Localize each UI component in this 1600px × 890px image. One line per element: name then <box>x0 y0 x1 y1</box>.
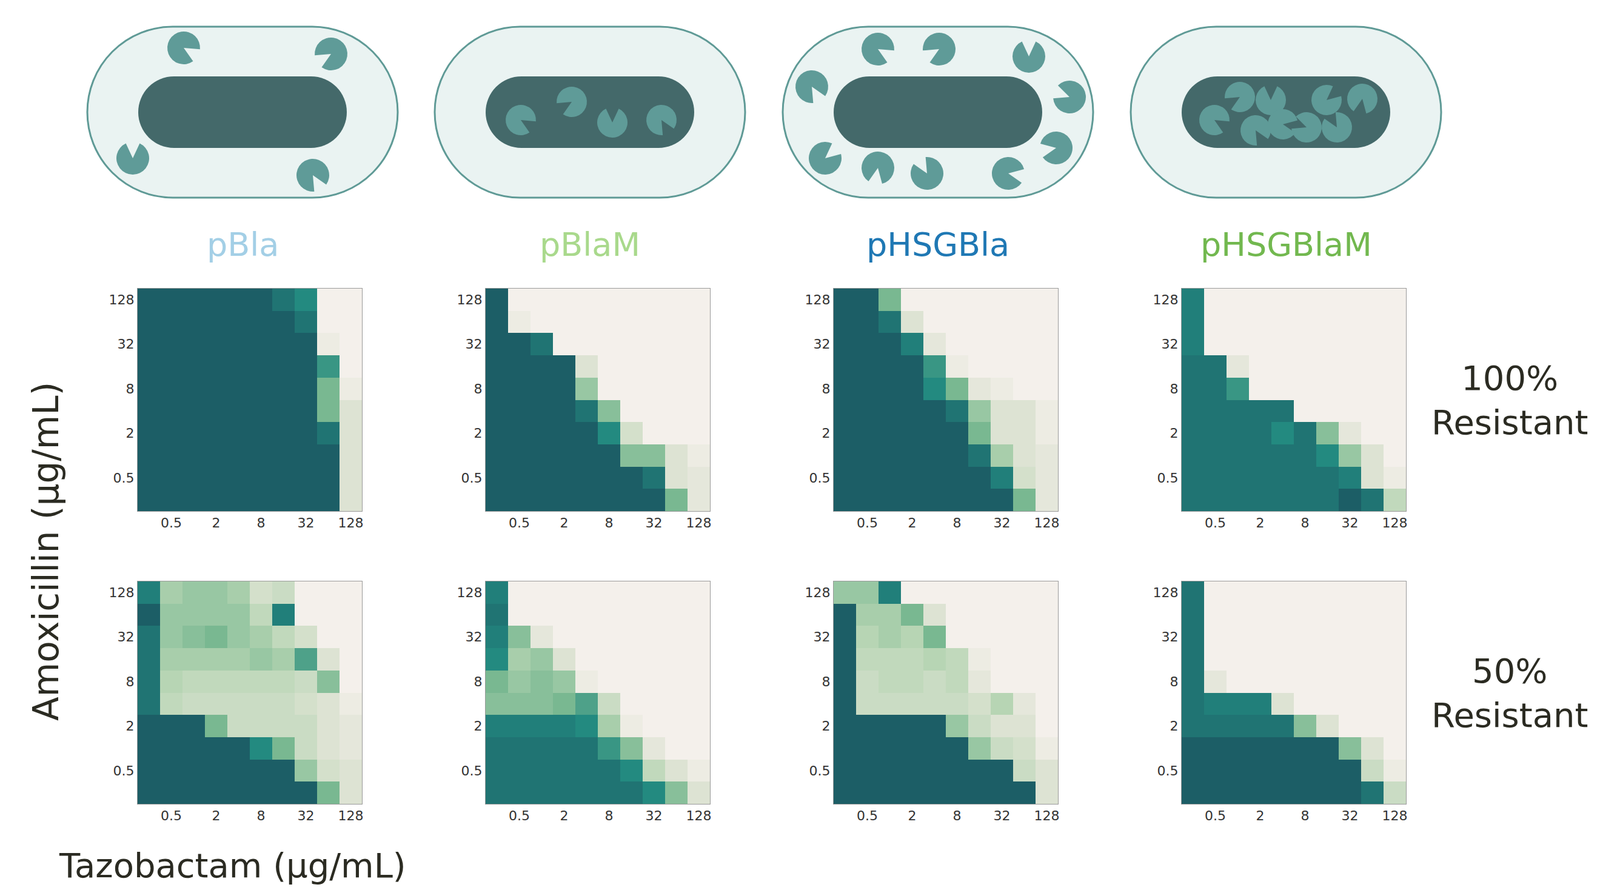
svg-text:2: 2 <box>908 515 917 531</box>
svg-text:2: 2 <box>126 718 135 734</box>
svg-text:32: 32 <box>993 515 1011 531</box>
svg-text:0.5: 0.5 <box>461 470 483 486</box>
svg-text:2: 2 <box>474 425 483 441</box>
svg-text:128: 128 <box>686 515 712 531</box>
svg-text:128: 128 <box>1153 585 1179 601</box>
svg-text:0.5: 0.5 <box>1204 515 1226 531</box>
svg-text:8: 8 <box>953 515 962 531</box>
svg-text:2: 2 <box>560 808 569 824</box>
svg-text:128: 128 <box>109 585 135 601</box>
svg-text:128: 128 <box>1382 808 1408 824</box>
svg-text:2: 2 <box>822 718 831 734</box>
svg-text:8: 8 <box>1301 515 1310 531</box>
svg-text:2: 2 <box>212 808 221 824</box>
svg-text:8: 8 <box>126 674 135 690</box>
svg-text:32: 32 <box>993 808 1011 824</box>
svg-text:32: 32 <box>117 629 135 645</box>
svg-text:32: 32 <box>813 629 831 645</box>
svg-text:128: 128 <box>1382 515 1408 531</box>
svg-text:0.5: 0.5 <box>113 470 135 486</box>
svg-text:2: 2 <box>126 425 135 441</box>
svg-text:8: 8 <box>257 515 266 531</box>
svg-text:8: 8 <box>126 381 135 397</box>
svg-text:128: 128 <box>1153 292 1179 308</box>
svg-text:32: 32 <box>297 515 315 531</box>
svg-text:32: 32 <box>645 515 663 531</box>
svg-text:32: 32 <box>465 629 483 645</box>
svg-text:0.5: 0.5 <box>160 515 182 531</box>
svg-text:pBlaM: pBlaM <box>539 225 641 264</box>
svg-text:2: 2 <box>474 718 483 734</box>
svg-text:0.5: 0.5 <box>1204 808 1226 824</box>
svg-text:2: 2 <box>1170 718 1179 734</box>
svg-text:8: 8 <box>1170 674 1179 690</box>
svg-text:0.5: 0.5 <box>508 515 530 531</box>
svg-text:2: 2 <box>822 425 831 441</box>
svg-text:0.5: 0.5 <box>856 808 878 824</box>
svg-text:0.5: 0.5 <box>1157 470 1179 486</box>
svg-text:2: 2 <box>560 515 569 531</box>
svg-text:32: 32 <box>465 336 483 352</box>
svg-text:8: 8 <box>822 674 831 690</box>
svg-text:0.5: 0.5 <box>461 763 483 779</box>
svg-text:2: 2 <box>1256 515 1265 531</box>
svg-text:0.5: 0.5 <box>508 808 530 824</box>
svg-text:128: 128 <box>338 808 364 824</box>
svg-text:128: 128 <box>1034 515 1060 531</box>
svg-text:0.5: 0.5 <box>856 515 878 531</box>
svg-text:128: 128 <box>805 585 831 601</box>
svg-text:32: 32 <box>813 336 831 352</box>
svg-text:128: 128 <box>457 585 483 601</box>
svg-text:8: 8 <box>953 808 962 824</box>
svg-text:pBla: pBla <box>206 225 279 264</box>
svg-text:50%Resistant: 50%Resistant <box>1431 651 1588 735</box>
svg-text:128: 128 <box>338 515 364 531</box>
svg-text:2: 2 <box>1170 425 1179 441</box>
svg-text:2: 2 <box>1256 808 1265 824</box>
svg-text:0.5: 0.5 <box>113 763 135 779</box>
svg-text:8: 8 <box>474 674 483 690</box>
svg-text:pHSGBlaM: pHSGBlaM <box>1200 225 1373 264</box>
svg-text:32: 32 <box>1161 336 1179 352</box>
svg-text:32: 32 <box>1161 629 1179 645</box>
svg-text:2: 2 <box>908 808 917 824</box>
svg-text:32: 32 <box>1341 515 1359 531</box>
svg-text:0.5: 0.5 <box>1157 763 1179 779</box>
svg-text:100%Resistant: 100%Resistant <box>1431 358 1588 442</box>
svg-text:8: 8 <box>1301 808 1310 824</box>
svg-text:8: 8 <box>605 515 614 531</box>
svg-text:pHSGBla: pHSGBla <box>866 225 1010 264</box>
svg-text:0.5: 0.5 <box>809 470 831 486</box>
svg-text:32: 32 <box>645 808 663 824</box>
svg-text:0.5: 0.5 <box>809 763 831 779</box>
svg-text:8: 8 <box>822 381 831 397</box>
svg-text:32: 32 <box>117 336 135 352</box>
svg-text:Tazobactam (μg/mL): Tazobactam (μg/mL) <box>58 845 407 886</box>
svg-text:32: 32 <box>1341 808 1359 824</box>
svg-text:32: 32 <box>297 808 315 824</box>
svg-text:128: 128 <box>109 292 135 308</box>
svg-text:128: 128 <box>805 292 831 308</box>
svg-text:Amoxicillin (μg/mL): Amoxicillin (μg/mL) <box>25 381 67 721</box>
svg-text:8: 8 <box>257 808 266 824</box>
svg-text:8: 8 <box>1170 381 1179 397</box>
svg-text:128: 128 <box>1034 808 1060 824</box>
svg-text:128: 128 <box>686 808 712 824</box>
svg-text:8: 8 <box>474 381 483 397</box>
svg-text:128: 128 <box>457 292 483 308</box>
svg-text:2: 2 <box>212 515 221 531</box>
svg-text:8: 8 <box>605 808 614 824</box>
svg-text:0.5: 0.5 <box>160 808 182 824</box>
